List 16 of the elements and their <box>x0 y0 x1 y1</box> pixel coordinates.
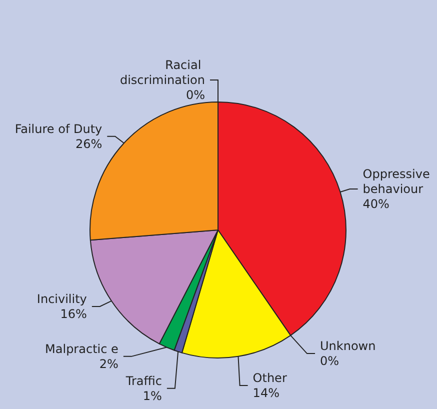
slice-label: Traffic <box>124 374 162 388</box>
text: 0% <box>320 354 340 368</box>
data-label: 14% <box>252 386 280 400</box>
slice-label: Oppressive behaviour <box>362 167 434 196</box>
slice-label: Malpractic e <box>45 342 118 356</box>
slice-label: Incivility <box>36 292 87 306</box>
data-label: 2% <box>99 356 118 371</box>
data-label: 1% <box>142 388 162 403</box>
slice-label: Failure of Duty <box>14 122 102 136</box>
legend-label: Unknown <box>320 339 376 354</box>
category-label: Racial discrimination <box>120 58 205 87</box>
data-label: 40% <box>362 197 390 212</box>
data-label: 16% <box>60 306 87 321</box>
slice-label: Other <box>252 371 287 386</box>
text: 0% <box>186 88 205 102</box>
data-label: 26% <box>75 136 102 151</box>
